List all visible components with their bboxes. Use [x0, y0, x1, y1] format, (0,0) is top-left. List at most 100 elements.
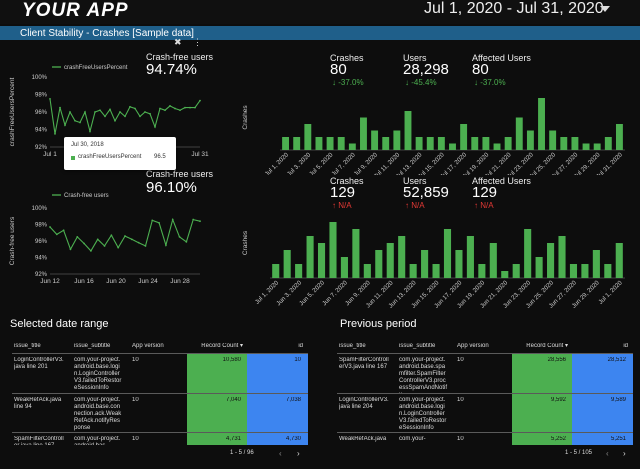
data-point [184, 106, 186, 109]
table-cell-title: SpamFilterController.java line 167 [14, 436, 64, 445]
column-header[interactable]: App version [457, 343, 489, 349]
table-row[interactable]: LoginControllerV3.java line 201 com.your-… [12, 353, 308, 394]
y-tick-label: 94% [35, 256, 48, 262]
bar [340, 257, 348, 278]
kpi-prev-users-delta: ↑ N/A [405, 201, 425, 210]
table-cell-count: 9,592 [550, 397, 566, 403]
column-header[interactable]: Record Count ▾ [201, 343, 243, 349]
table-cell-version: 10 [457, 397, 464, 403]
table-cell-subtitle: com.your-project.android.base.login.Logi… [74, 357, 122, 391]
data-point [178, 235, 181, 238]
table-row[interactable]: WeakRefAck.java com.your- 10 5,252 5,251 [337, 432, 633, 445]
record-count-bar [512, 354, 572, 394]
bar [524, 229, 532, 278]
legend-label: crashFreeUsersPercent [64, 65, 128, 71]
data-point [171, 218, 174, 221]
table-row[interactable]: LoginControllerV3.java line 204 com.your-… [337, 393, 633, 433]
kpi-prev-crashes-value: 129 [330, 184, 356, 201]
column-header[interactable]: id [623, 343, 628, 349]
y-tick-label: 96% [35, 239, 48, 245]
table-row[interactable]: SpamFilterControllerV3.java line 167 com.… [337, 353, 633, 394]
bar [604, 137, 612, 150]
table-cell-subtitle: com.your-project.android.bas [74, 436, 121, 445]
bar [360, 117, 367, 150]
x-tick-label: Jun 16 [74, 278, 94, 285]
bar [363, 264, 371, 278]
page-title: Client Stability - Crashes [Sample data] [20, 28, 194, 39]
column-header[interactable]: issue_subtitle [399, 343, 436, 349]
bar [581, 264, 589, 278]
table-cell-id: 7,038 [285, 397, 301, 403]
bar [272, 264, 280, 278]
tooltip-value: 96.5 [154, 154, 166, 160]
column-header[interactable]: issue_title [14, 343, 41, 349]
prev-page-icon[interactable]: ‹ [279, 449, 282, 458]
next-page-icon[interactable]: › [297, 449, 300, 458]
tooltip-date: Jul 30, 2018 [71, 142, 104, 148]
bar [515, 117, 523, 150]
data-point [55, 233, 58, 236]
chevron-down-icon[interactable] [600, 6, 610, 12]
kpi-prev-crashes-label: Crashes [330, 176, 364, 186]
page-banner [0, 26, 640, 40]
kpi-prev-affected-users-value: 129 [472, 184, 498, 201]
x-tick-label: Jun 12 [40, 278, 60, 285]
column-header[interactable]: id [298, 343, 303, 349]
id-bar [247, 394, 308, 433]
y-tick-label: 92% [35, 272, 48, 278]
table-cell-version: 10 [132, 357, 139, 363]
bar [478, 264, 486, 278]
bar [352, 229, 360, 278]
kpi-crash-free-users-prev-label: Crash-free users [146, 169, 214, 179]
bar [306, 236, 314, 278]
pin-icon[interactable]: ✖ [174, 37, 182, 47]
column-header[interactable]: issue_title [339, 343, 366, 349]
column-header[interactable]: App version [132, 343, 164, 349]
data-point [192, 218, 195, 221]
date-range-picker[interactable]: Jul 1, 2020 - Jul 31, 2020 [424, 0, 604, 17]
crash-free-users-prev-line-chart[interactable]: 100% 98% 96% 94% 92%Jun 12 Jun 16 Jun 20 Jun 24… [0, 188, 215, 288]
data-point [83, 242, 85, 245]
data-point [90, 250, 92, 252]
id-bar [572, 394, 633, 433]
id-bar [247, 433, 308, 445]
app-title: YOUR APP [22, 0, 129, 21]
y-tick-label: 92% [35, 145, 48, 151]
column-header[interactable]: Record Count ▾ [526, 343, 568, 349]
y-axis-label: crashFreeUsersPercent [9, 77, 16, 146]
data-point [185, 240, 188, 243]
bar [549, 130, 557, 150]
data-point [129, 105, 131, 108]
bar [386, 243, 394, 278]
bar [317, 243, 326, 278]
bar [329, 222, 337, 278]
table-cell-title: LoginControllerV3.java line 204 [339, 397, 389, 410]
prev-page-icon[interactable]: ‹ [606, 449, 609, 458]
bar [482, 137, 490, 150]
bar [489, 243, 497, 278]
bar [293, 137, 301, 150]
y-tick-label: 98% [35, 223, 48, 229]
table-row[interactable]: SpamFilterController.java line 167 com.yo… [12, 432, 308, 445]
bar [443, 229, 452, 278]
bar [558, 236, 566, 278]
data-point [137, 241, 140, 244]
record-count-bar [187, 354, 247, 394]
table-row[interactable]: WeakRefAck.java line 94 com.your-project.… [12, 393, 308, 433]
table-cell-title: WeakRefAck.java [339, 436, 387, 442]
kpi-users-value: 28,298 [403, 61, 449, 78]
table-cell-subtitle: com.your- [399, 436, 426, 442]
table-cell-title: LoginControllerV3.java line 201 [14, 357, 64, 370]
bar [421, 250, 429, 278]
data-point [103, 245, 106, 247]
bar [404, 111, 412, 150]
previous-period-table: issue_title issue_subtitle App version Reco… [337, 341, 633, 445]
column-header[interactable]: issue_subtitle [74, 343, 111, 349]
data-point [194, 106, 196, 109]
y-axis-label: Crashes [242, 230, 249, 255]
data-point [104, 115, 106, 118]
next-page-icon[interactable]: › [623, 449, 626, 458]
more-options-icon[interactable]: ⋮ [193, 37, 202, 47]
